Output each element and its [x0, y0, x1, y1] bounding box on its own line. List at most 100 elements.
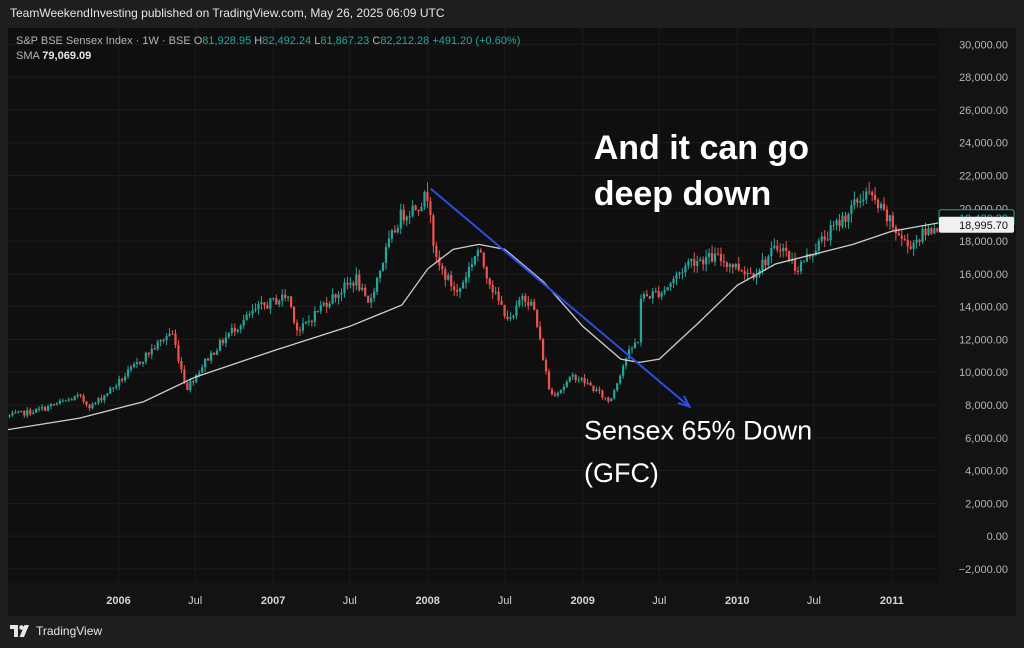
candle-body [417, 209, 420, 212]
candle-body [764, 259, 767, 266]
candle-body [749, 272, 752, 274]
candle-body [832, 225, 835, 227]
candle-body [129, 366, 133, 370]
candle-body [500, 300, 503, 305]
candle-body [73, 396, 76, 401]
y-tick-label: 0.00 [987, 531, 1008, 543]
candle-body [882, 203, 886, 210]
candle-body [900, 235, 903, 239]
candle-body [497, 291, 500, 301]
candle-body [838, 220, 841, 227]
low-value: 81,867.23 [320, 35, 370, 47]
candle-body [458, 288, 462, 292]
candle-body [284, 294, 287, 298]
candle-body [696, 261, 699, 266]
y-tick-label: 6,000.00 [965, 433, 1008, 445]
candle-body [269, 298, 272, 309]
candle-body [447, 274, 450, 280]
price-axis-panel [938, 28, 1016, 616]
candle-body [633, 342, 637, 349]
candle-body [76, 394, 79, 397]
candle-body [568, 376, 571, 382]
candle-body [171, 333, 174, 335]
candle-body [607, 397, 610, 402]
close-value: 82,212.28 [380, 35, 430, 47]
candle-body [64, 400, 67, 402]
note-annotation: (GFC) [584, 458, 659, 488]
candle-body [432, 215, 435, 246]
candle-body [334, 294, 337, 299]
candle-body [325, 302, 328, 307]
x-tick-label: Jul [188, 595, 202, 607]
candle-body [761, 259, 764, 271]
candle-body [212, 352, 216, 355]
candle-body [8, 415, 11, 417]
sma-line [8, 222, 939, 431]
candle-body [622, 365, 625, 376]
candle-body [876, 200, 880, 209]
y-tick-label: 14,000.00 [959, 302, 1008, 314]
candle-body [879, 203, 883, 209]
candle-body [20, 410, 23, 412]
candle-body [805, 253, 809, 262]
candle-body [871, 192, 874, 196]
candle-body [405, 216, 408, 221]
candle-body [539, 326, 542, 340]
candle-body [112, 387, 115, 389]
candle-body [180, 361, 183, 370]
candle-body [702, 259, 705, 265]
last-price-label: 18,995.70 [959, 220, 1008, 232]
chart-pane[interactable]: −2,000.00 0.00 2,000.00 4,000.00 6,000.00 8,0… [8, 28, 1016, 616]
candle-body [927, 228, 930, 235]
candle-body [936, 228, 939, 232]
y-tick-label: 30,000.00 [959, 39, 1008, 51]
candle-body [91, 403, 94, 409]
candle-body [414, 205, 417, 210]
footer-brand[interactable]: TradingView [36, 624, 103, 638]
candle-body [32, 412, 35, 415]
headline-annotation: deep down [594, 175, 772, 213]
candle-body [346, 282, 349, 285]
candle-body [221, 339, 225, 344]
tradingview-logo-icon[interactable] [10, 625, 32, 637]
x-tick-label: 2011 [880, 595, 904, 607]
candle-body [826, 239, 829, 241]
candle-body [651, 291, 654, 299]
price-chart[interactable]: −2,000.00 0.00 2,000.00 4,000.00 6,000.00 8,0… [8, 28, 1016, 616]
candle-body [82, 396, 85, 402]
candle-body [198, 372, 201, 375]
candle-body [100, 398, 103, 401]
candle-body [862, 199, 865, 201]
publisher-line: TeamWeekendInvesting published on Tradin… [10, 6, 445, 20]
candle-body [456, 289, 459, 292]
candle-body [636, 342, 640, 344]
candle-body [737, 263, 740, 270]
candle-body [118, 378, 121, 386]
candle-body [23, 410, 26, 416]
candle-body [132, 364, 136, 367]
candle-body [393, 230, 396, 233]
candle-body [375, 277, 379, 292]
candle-body [722, 261, 726, 263]
candle-body [829, 225, 832, 241]
candle-body [740, 269, 743, 272]
candle-body [903, 238, 906, 240]
candle-body [310, 320, 313, 322]
candle-body [461, 282, 465, 289]
sma-row[interactable]: SMA 79,069.09 [16, 49, 520, 64]
candle-body [850, 205, 853, 214]
candle-body [681, 272, 684, 274]
symbol-label[interactable]: S&P BSE Sensex Index · 1W · BSE [16, 35, 191, 47]
candle-body [868, 191, 871, 193]
candle-body [174, 333, 177, 346]
candle-body [841, 215, 844, 227]
candle-body [263, 302, 266, 306]
y-tick-label: 2,000.00 [965, 498, 1008, 510]
chart-legend: S&P BSE Sensex Index · 1W · BSE O81,928.… [16, 34, 520, 64]
candle-body [331, 294, 334, 304]
candle-body [337, 294, 340, 299]
candle-body [227, 333, 230, 338]
candle-body [135, 362, 139, 365]
candle-body [204, 358, 207, 368]
x-tick-label: 2007 [261, 595, 285, 607]
